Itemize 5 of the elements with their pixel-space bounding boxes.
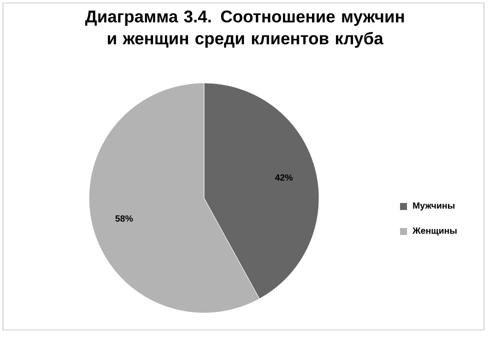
legend-label: Женщины [412,228,457,236]
legend-label: Мужчины [413,202,454,211]
data-label: 58% [115,215,133,222]
data-label: 42% [275,174,293,181]
chart-title: Диаграмма 3.4. Соотношение мужчин и женщин среди клиентов клуба [85,10,404,48]
